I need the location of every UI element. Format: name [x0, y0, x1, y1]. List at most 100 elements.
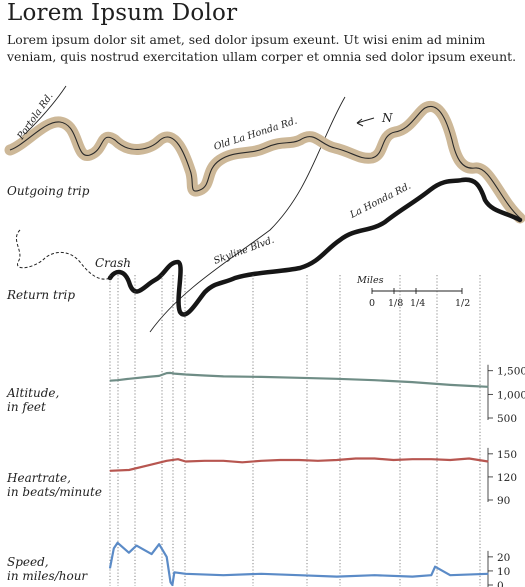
scale-tick-0: 0 [369, 298, 375, 309]
series-point [487, 386, 489, 388]
series-point [487, 460, 489, 463]
north-arrow-icon [356, 117, 375, 124]
series-point [109, 567, 111, 569]
series-point [336, 576, 338, 578]
series-point [411, 381, 413, 383]
series-point [128, 469, 130, 471]
panel-ylabel-2: Speed, [7, 555, 49, 569]
scale-title: Miles [356, 275, 384, 286]
series-point [158, 375, 160, 377]
series-point [241, 461, 243, 463]
series-point [317, 460, 319, 462]
page-subtitle: Lorem ipsum dolor sit amet, sed dolor ip… [7, 32, 517, 64]
series-point [173, 373, 175, 375]
series-point [449, 384, 451, 386]
series-point [128, 552, 130, 554]
scale-tick-1: 1/8 [388, 298, 403, 309]
series-point [109, 470, 111, 472]
series-point [171, 584, 173, 586]
outgoing-trip-label: Outgoing trip [7, 184, 90, 198]
series-point [298, 574, 300, 576]
panel-ylabel-1: in beats/minute [7, 485, 102, 499]
series-point [203, 374, 206, 377]
scale-tick-2: 1/4 [410, 298, 425, 309]
series-point [260, 573, 262, 575]
series-point [374, 379, 376, 381]
scale-bar: Miles 0 1/8 1/4 1/2 [356, 275, 470, 309]
series-point [185, 373, 187, 376]
series-point [355, 457, 357, 460]
series-point [487, 573, 489, 575]
series-point [449, 459, 451, 461]
series-point [279, 459, 281, 461]
panel-tick-label: 20 [497, 552, 510, 564]
crash-detour [15, 229, 111, 280]
series-point [173, 571, 175, 573]
north-label: N [381, 111, 393, 125]
series-point [143, 549, 145, 551]
series-line-2 [108, 541, 489, 587]
panel-tick-label: 10 [497, 566, 510, 578]
series-point [468, 385, 470, 387]
panel-ylabel-0: Altitude, [6, 386, 59, 400]
series-point [222, 574, 224, 576]
series-point [374, 457, 376, 460]
series-point [128, 378, 130, 380]
series-point [166, 372, 168, 374]
panel-tick-label: 120 [497, 472, 517, 484]
series-point [434, 566, 436, 568]
series-point [298, 459, 300, 461]
series-line-0 [109, 371, 489, 388]
series-point [222, 375, 224, 377]
series-point [392, 459, 395, 461]
panel-tick-label: 500 [497, 413, 517, 425]
series-line-1 [109, 457, 489, 472]
panel-tick-label: 90 [497, 495, 510, 507]
series-point [260, 460, 262, 462]
series-point [166, 556, 168, 558]
page-title: Lorem Ipsum Dolor [7, 0, 238, 26]
panel-ylabel-2: in miles/hour [7, 569, 88, 583]
panel-tick-label: 1,000 [497, 389, 525, 401]
series-point [151, 553, 153, 555]
series-point [169, 581, 172, 583]
return-trip-label: Return trip [6, 288, 75, 302]
series-point [117, 379, 119, 381]
series-point [468, 457, 470, 460]
series-point [158, 543, 160, 545]
series-point [260, 376, 262, 378]
panel-ylabel-0: in feet [7, 400, 46, 414]
series-point [109, 380, 111, 382]
series-point [336, 459, 338, 461]
series-point [411, 458, 413, 460]
scale-tick-3: 1/2 [455, 298, 470, 309]
series-point [135, 545, 138, 547]
series-point [203, 460, 206, 462]
series-point [113, 547, 115, 550]
road-label-skyline: Skyline Blvd. [212, 235, 276, 267]
panel-tick-label: 150 [497, 449, 517, 461]
series-point [185, 460, 187, 463]
series-point [169, 372, 172, 374]
return-route [107, 177, 523, 317]
chart-panels: Altitude,in feet5001,0001,500Heartrate,i… [6, 275, 525, 587]
series-point [449, 574, 451, 576]
outgoing-route-halo [4, 101, 525, 224]
series-point [411, 576, 413, 578]
outgoing-route-line [9, 105, 521, 219]
panel-ylabel-1: Heartrate, [6, 471, 71, 485]
panel-tick-label: 0 [497, 580, 504, 587]
north-arrowhead-icon [356, 118, 364, 127]
series-point [177, 458, 179, 460]
series-point [430, 574, 432, 576]
series-point [185, 573, 187, 575]
road-label-la-honda: La Honda Rd. [347, 181, 412, 222]
series-point [147, 376, 149, 378]
series-point [374, 574, 376, 576]
series-point [166, 460, 168, 462]
series-point [336, 378, 338, 380]
panel-tick-label: 1,500 [497, 366, 525, 378]
crash-label: Crash [95, 256, 131, 270]
series-point [298, 377, 300, 379]
